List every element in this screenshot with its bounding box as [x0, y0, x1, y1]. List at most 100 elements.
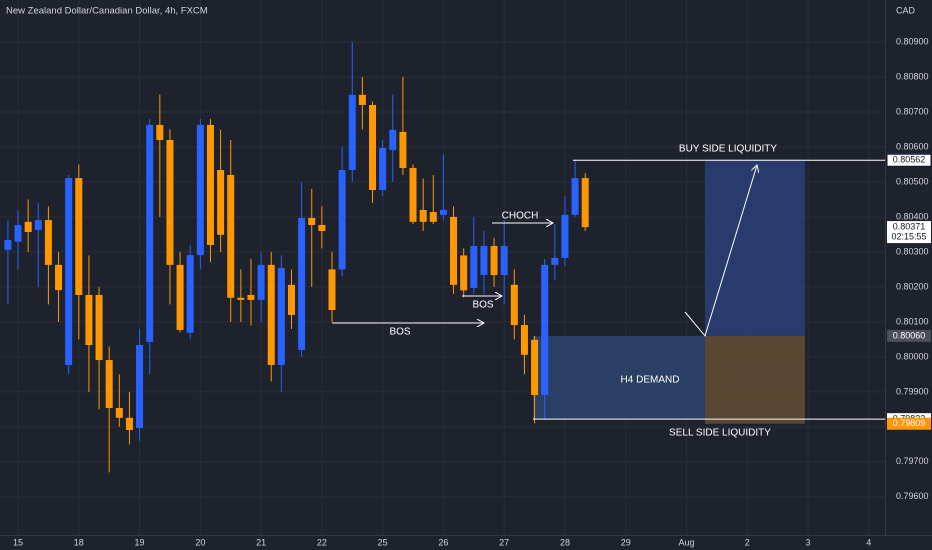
candle-body	[257, 264, 265, 300]
candle-body	[125, 417, 133, 431]
x-tick-label: 26	[438, 537, 448, 547]
x-tick-label: 15	[13, 537, 23, 547]
candle-body	[500, 245, 508, 276]
price-tag-box	[886, 153, 932, 167]
candle-body	[287, 284, 295, 315]
candle-body	[146, 124, 154, 342]
candle-body	[470, 245, 478, 288]
candle-body	[490, 245, 498, 276]
price-tag: 0.80562	[893, 155, 926, 165]
y-tick-label: 0.80000	[896, 351, 929, 361]
candle-body	[115, 407, 123, 418]
x-tick-label: 28	[560, 537, 570, 547]
candle-body	[439, 209, 447, 215]
y-tick-label: 0.80100	[896, 316, 929, 326]
candle-body	[277, 268, 285, 365]
demand-zone	[533, 335, 705, 420]
x-tick-label: 3	[806, 537, 811, 547]
candle-body	[581, 178, 589, 228]
stop-zone	[705, 335, 805, 424]
candle-body	[379, 148, 387, 190]
candle-body	[247, 294, 255, 300]
x-tick-label: 19	[135, 537, 145, 547]
candle-body	[85, 294, 93, 346]
annotation: BUY SIDE LIQUIDITY	[679, 144, 778, 155]
candle-body	[399, 131, 407, 168]
target-zone	[705, 159, 805, 336]
candle-body	[227, 174, 235, 298]
y-tick-label: 0.80900	[896, 36, 929, 46]
candle-body	[328, 269, 336, 311]
candle-body	[551, 257, 559, 265]
candle-body	[196, 124, 204, 256]
y-tick-label: 0.80400	[896, 211, 929, 221]
candle-body	[510, 284, 518, 326]
annotation: SELL SIDE LIQUIDITY	[669, 428, 771, 439]
candle-body	[369, 104, 377, 190]
candle-body	[531, 339, 539, 396]
candle-body	[419, 209, 427, 222]
candle-body	[480, 245, 488, 276]
candle-body	[34, 220, 42, 230]
x-tick-label: 22	[317, 537, 327, 547]
y-tick-label: 0.79600	[896, 491, 929, 501]
candle-body	[75, 178, 83, 295]
candle-body	[338, 170, 346, 270]
candle-body	[65, 178, 73, 365]
y-tick-label: 0.79700	[896, 456, 929, 466]
y-tick-label: 0.79900	[896, 386, 929, 396]
candle-body	[186, 255, 194, 333]
annotation: BOS	[472, 300, 493, 311]
price-tag: 0.80060	[893, 330, 926, 340]
candle-body	[358, 94, 366, 105]
y-tick-label: 0.80200	[896, 281, 929, 291]
candle-body	[24, 221, 32, 232]
x-tick-label: 2	[745, 537, 750, 547]
candle-body	[237, 297, 245, 300]
candle-body	[105, 360, 113, 408]
price-tag-box	[887, 329, 931, 342]
candle-body	[156, 124, 164, 140]
candle-body	[55, 264, 63, 291]
candle-body	[14, 224, 22, 242]
candle-body	[267, 264, 275, 365]
candle-body	[460, 255, 468, 291]
candle-body	[308, 217, 316, 225]
candle-body	[450, 216, 458, 285]
candle-body	[298, 217, 306, 350]
candle-body	[409, 167, 417, 222]
y-tick-label: 0.80500	[896, 176, 929, 186]
candle-body	[95, 294, 103, 361]
candle-body	[561, 214, 569, 258]
y-tick-label: 0.80600	[896, 141, 929, 151]
projection-arrow	[684, 165, 757, 337]
annotation: CHOCH	[502, 211, 539, 222]
candle-body	[520, 325, 528, 355]
candle-body	[4, 240, 12, 250]
currency: CAD	[896, 5, 916, 15]
x-tick-label: 27	[499, 537, 509, 547]
y-tick-label: 0.80800	[896, 71, 929, 81]
y-tick-label: 0.80700	[896, 106, 929, 116]
price-tag-box	[887, 417, 931, 430]
x-tick-label: 29	[621, 537, 631, 547]
candle-body	[44, 220, 52, 265]
candle-body	[429, 212, 437, 222]
candle-body	[217, 170, 225, 235]
x-tick-label: 25	[378, 537, 388, 547]
x-tick-label: Aug	[678, 537, 694, 547]
price-tag-box	[887, 221, 931, 244]
candle-body	[389, 129, 397, 151]
candle-body	[136, 345, 144, 428]
x-tick-label: 20	[195, 537, 205, 547]
candle-body	[571, 178, 579, 215]
annotation: BOS	[389, 327, 410, 338]
chart-title: New Zealand Dollar/Canadian Dollar, 4h, …	[6, 6, 208, 17]
x-tick-label: 18	[74, 537, 84, 547]
y-tick-label: 0.80300	[896, 246, 929, 256]
candle-body	[166, 139, 174, 265]
x-tick-label: 21	[256, 537, 266, 547]
candle-body	[318, 224, 326, 231]
x-tick-label: 4	[866, 537, 871, 547]
